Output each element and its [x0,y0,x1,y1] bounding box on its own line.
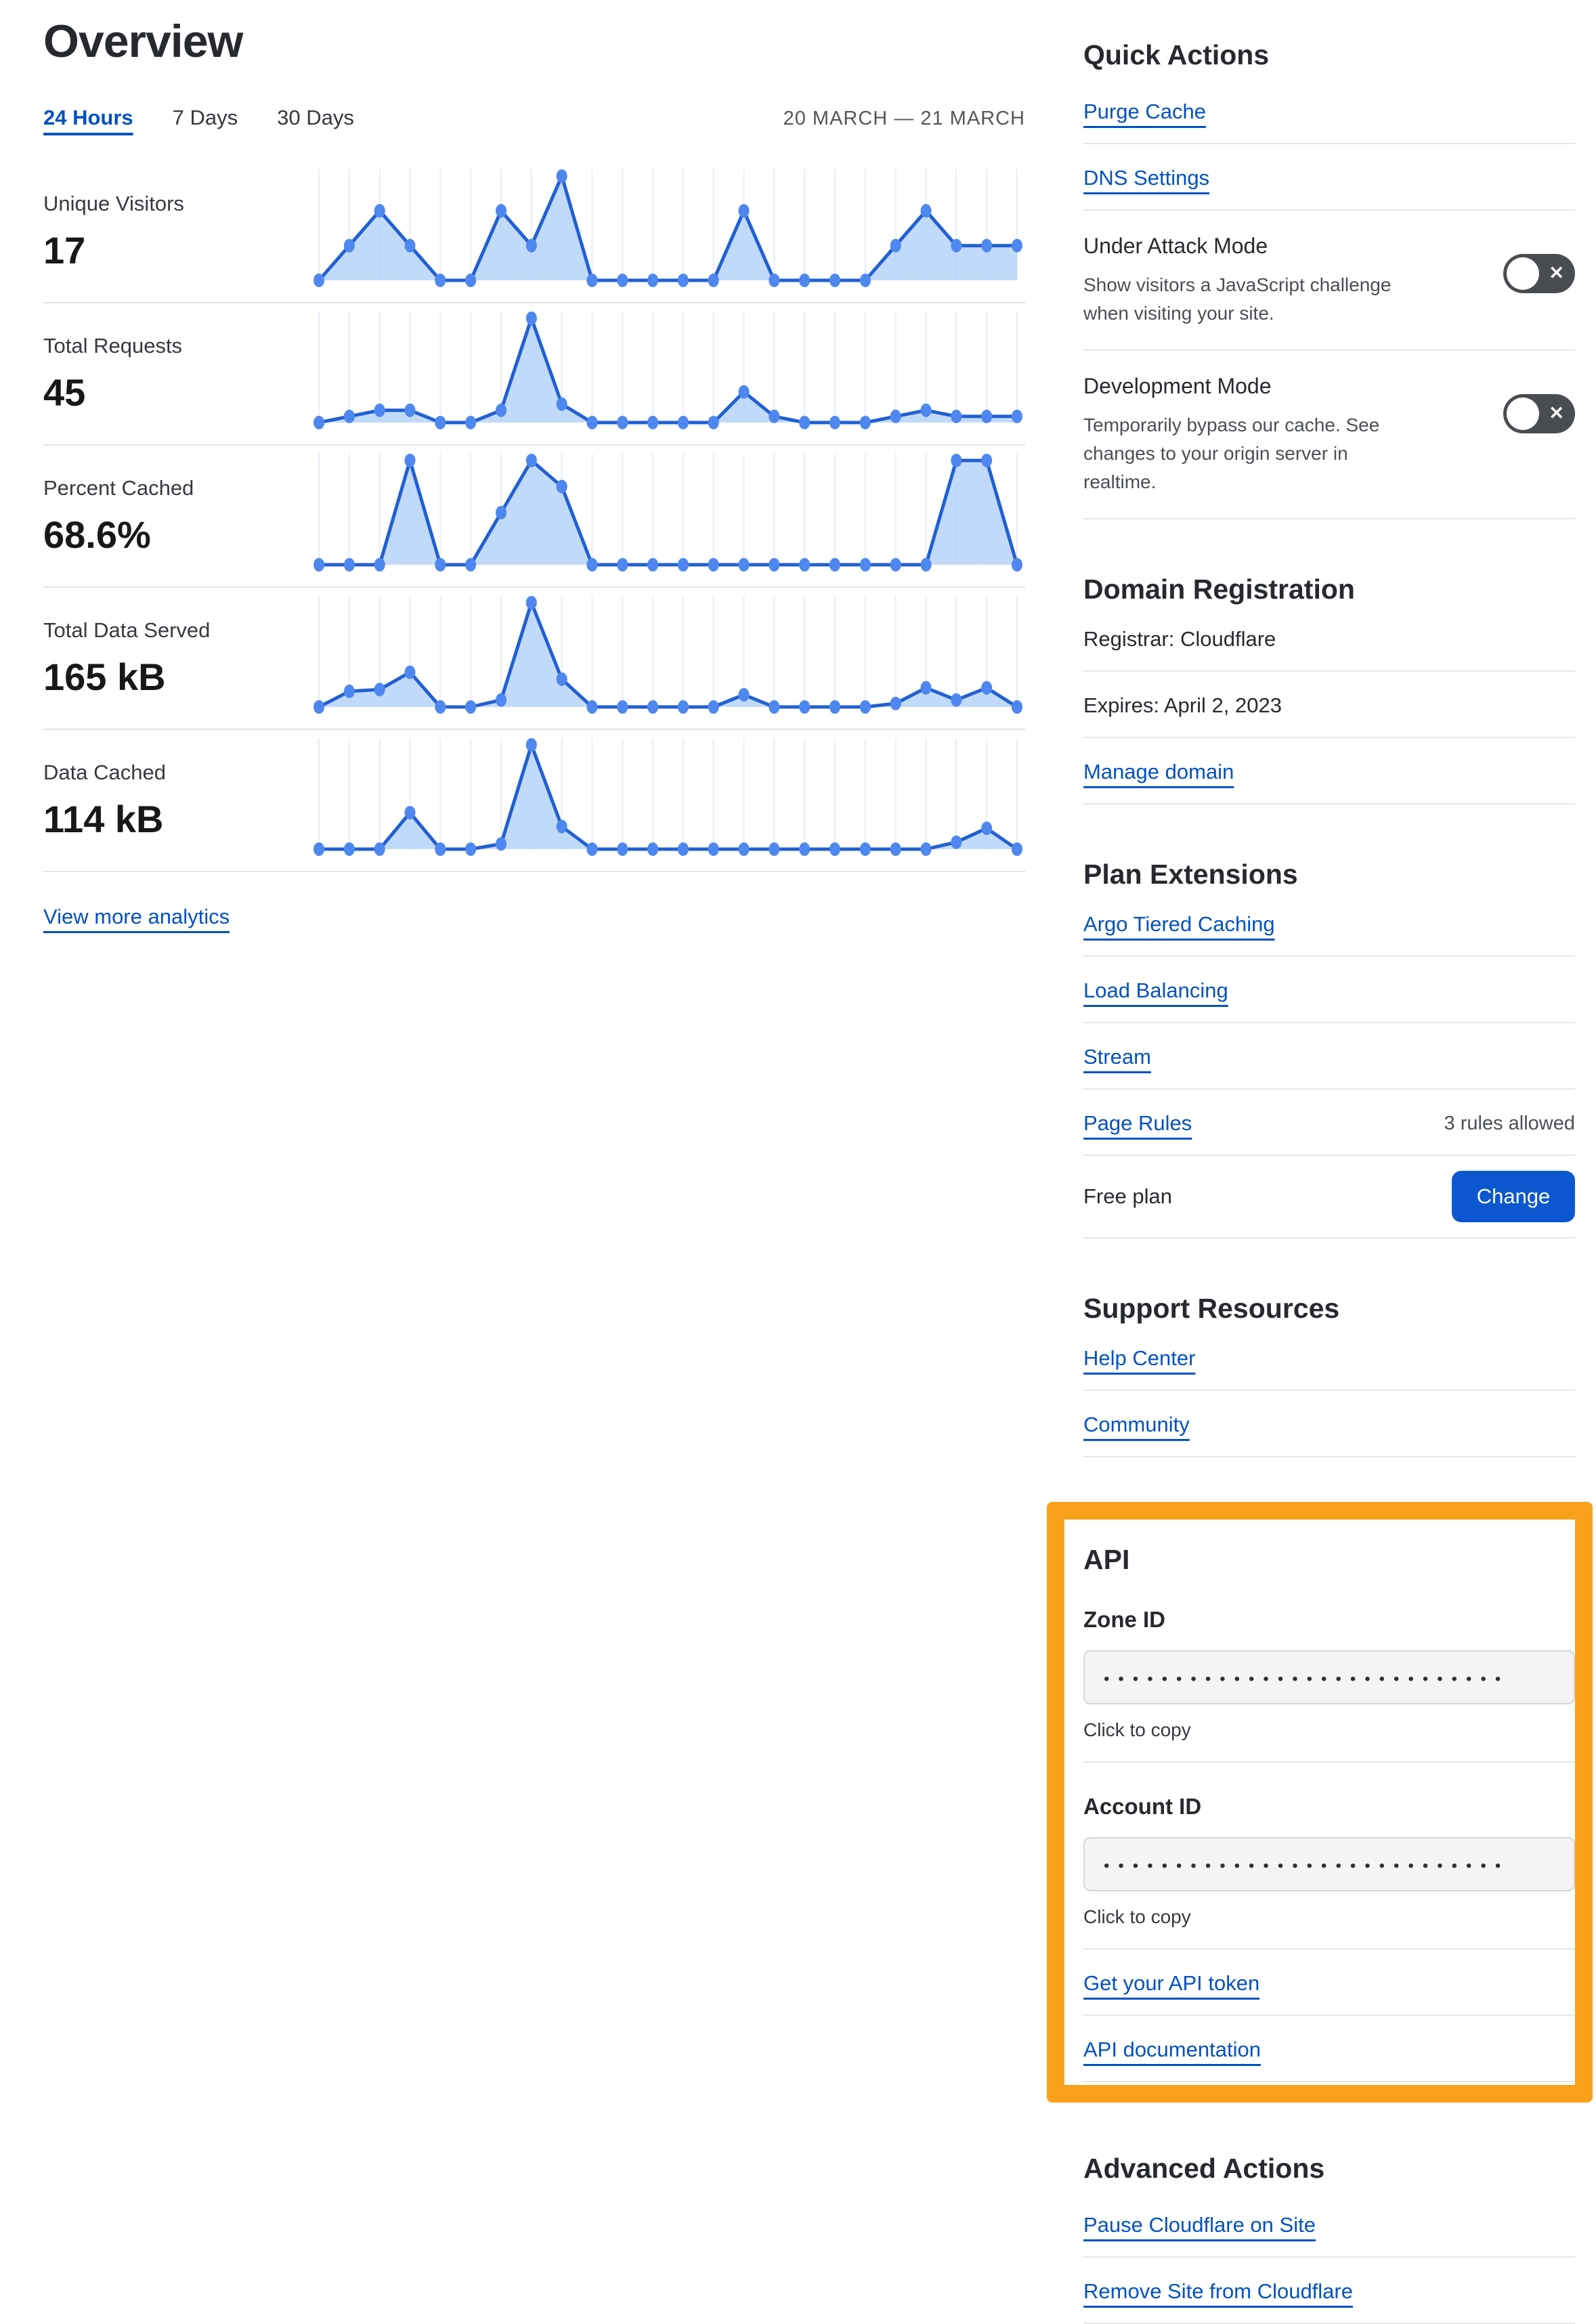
purge-cache-row: Purge Cache [1083,78,1575,144]
view-more-analytics-link[interactable]: View more analytics [43,905,230,928]
sparkline-data-cached [311,734,1025,860]
tab-30-days[interactable]: 30 Days [277,106,354,129]
date-range-label: 20 MARCH — 21 MARCH [783,108,1025,129]
time-range-tabs: 24 Hours 7 Days 30 Days [43,106,354,130]
metric-label: Total Requests [43,333,183,358]
metric-row-percent-cached: Percent Cached 68.6% [43,446,1025,588]
page-rules-row: Page Rules 3 rules allowed [1083,1090,1575,1156]
api-heading: API [1083,1544,1130,1575]
api-section-highlight: API Zone ID ••••••••••••••••••••••••••••… [1047,1502,1593,2103]
zone-id-field[interactable]: •••••••••••••••••••••••••••• [1083,1650,1575,1704]
expires-row: Expires: April 2, 2023 [1083,672,1575,738]
under-attack-mode-toggle[interactable]: ✕ [1503,254,1575,293]
change-plan-button[interactable]: Change [1452,1171,1575,1222]
account-id-copy-hint: Click to copy [1083,1906,1191,1927]
development-mode-label: Development Mode [1083,374,1272,398]
toggle-knob [1507,257,1539,290]
divider [1083,1761,1575,1763]
support-resources-heading: Support Resources [1083,1293,1340,1324]
help-center-row: Help Center [1083,1325,1575,1391]
dns-settings-row: DNS Settings [1083,144,1575,211]
sparkline-percent-cached [311,450,1025,576]
argo-tiered-caching-row: Argo Tiered Caching [1083,890,1575,957]
under-attack-mode-row: Under Attack Mode Show visitors a JavaSc… [1083,211,1575,351]
stream-link[interactable]: Stream [1083,1045,1151,1069]
metric-rows: Unique Visitors 17 Total Requests 45 Per… [43,161,1025,872]
sparkline-total-requests [311,307,1025,433]
metric-value: 17 [43,228,86,272]
plan-name: Free plan [1083,1184,1172,1208]
under-attack-mode-label: Under Attack Mode [1083,234,1268,258]
metric-value: 68.6% [43,513,151,556]
metric-row-data-cached: Data Cached 114 kB [43,730,1025,872]
account-id-field[interactable]: •••••••••••••••••••••••••••• [1083,1837,1575,1891]
quick-actions-heading: Quick Actions [1083,39,1270,70]
page-title: Overview [43,16,243,67]
page-rules-link[interactable]: Page Rules [1083,1111,1192,1135]
argo-tiered-caching-link[interactable]: Argo Tiered Caching [1083,912,1275,936]
metric-info: Unique Visitors 17 [43,192,311,272]
metric-value: 114 kB [43,797,164,840]
metric-info: Total Data Served 165 kB [43,618,311,699]
sparkline-total-data-served [311,592,1025,718]
sparkline-unique-visitors [311,165,1025,291]
help-center-link[interactable]: Help Center [1083,1346,1196,1370]
sidebar: Quick Actions Purge Cache DNS Settings U… [1047,39,1593,2324]
metric-row-total-requests: Total Requests 45 [43,303,1025,446]
plan-row: Free plan Change [1083,1156,1575,1239]
domain-registration-heading: Domain Registration [1083,574,1355,605]
api-documentation-link[interactable]: API documentation [1083,2038,1261,2061]
metric-label: Total Data Served [43,618,211,642]
zone-id-copy-hint: Click to copy [1083,1719,1191,1740]
toggle-off-x-icon: ✕ [1549,262,1564,283]
divider [1083,1948,1575,1950]
under-attack-mode-text: Under Attack Mode Show visitors a JavaSc… [1083,234,1402,328]
community-row: Community [1083,1391,1575,1457]
development-mode-text: Development Mode Temporarily bypass our … [1083,374,1402,496]
stream-row: Stream [1083,1023,1575,1090]
api-docs-row: API documentation [1083,2016,1575,2082]
development-mode-description: Temporarily bypass our cache. See change… [1083,414,1380,492]
metric-value: 45 [43,370,86,414]
load-balancing-link[interactable]: Load Balancing [1083,978,1228,1002]
api-token-row: Get your API token [1083,1950,1575,2016]
dns-settings-link[interactable]: DNS Settings [1083,166,1210,190]
toggle-off-x-icon: ✕ [1549,402,1564,423]
under-attack-mode-description: Show visitors a JavaScript challenge whe… [1083,274,1392,324]
tab-24-hours[interactable]: 24 Hours [43,106,133,129]
advanced-actions-section: Advanced Actions Pause Cloudflare on Sit… [1083,2153,1575,2324]
metric-info: Percent Cached 68.6% [43,476,311,557]
metric-row-total-data-served: Total Data Served 165 kB [43,588,1025,730]
development-mode-row: Development Mode Temporarily bypass our … [1083,351,1575,519]
remove-site-link[interactable]: Remove Site from Cloudflare [1083,2279,1353,2303]
advanced-actions-heading: Advanced Actions [1083,2153,1325,2184]
metric-info: Total Requests 45 [43,334,311,414]
metric-info: Data Cached 114 kB [43,760,311,841]
plan-extensions-heading: Plan Extensions [1083,859,1298,890]
metric-label: Data Cached [43,760,166,784]
manage-domain-row: Manage domain [1083,738,1575,804]
development-mode-toggle[interactable]: ✕ [1503,394,1575,433]
pause-cloudflare-row: Pause Cloudflare on Site [1083,2191,1575,2258]
load-balancing-row: Load Balancing [1083,957,1575,1023]
pause-cloudflare-link[interactable]: Pause Cloudflare on Site [1083,2213,1316,2237]
metric-row-unique-visitors: Unique Visitors 17 [43,161,1025,303]
time-range-bar: 24 Hours 7 Days 30 Days 20 MARCH — 21 MA… [43,106,1025,130]
account-id-label: Account ID [1083,1794,1202,1819]
page-rules-allowance: 3 rules allowed [1444,1112,1575,1134]
analytics-column: Overview 24 Hours 7 Days 30 Days 20 MARC… [43,15,1025,929]
registrar-row: Registrar: Cloudflare [1083,605,1575,672]
toggle-knob [1507,397,1539,430]
zone-id-label: Zone ID [1083,1607,1165,1632]
remove-site-row: Remove Site from Cloudflare [1083,2258,1575,2324]
metric-label: Percent Cached [43,475,194,500]
manage-domain-link[interactable]: Manage domain [1083,760,1234,783]
get-api-token-link[interactable]: Get your API token [1083,1971,1260,1995]
metric-value: 165 kB [43,655,166,698]
community-link[interactable]: Community [1083,1413,1190,1436]
purge-cache-link[interactable]: Purge Cache [1083,100,1206,123]
tab-7-days[interactable]: 7 Days [172,106,238,129]
metric-label: Unique Visitors [43,191,184,215]
